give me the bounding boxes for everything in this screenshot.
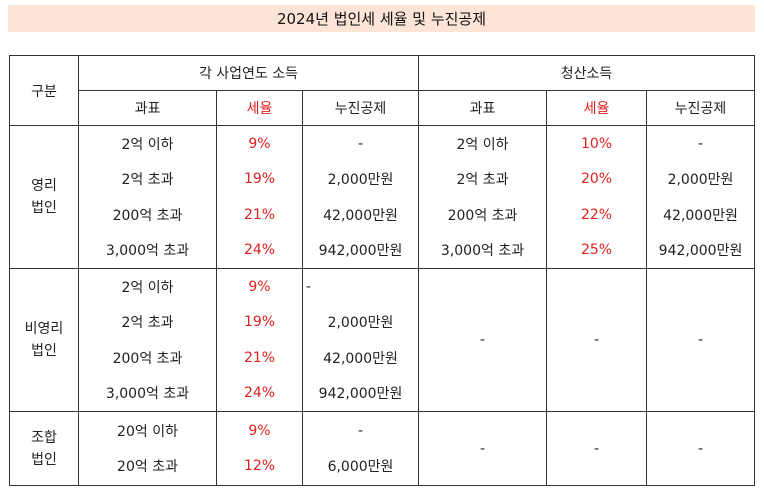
row-label-line: 영리: [31, 178, 57, 194]
table-cell: -: [357, 422, 364, 439]
table-cell: 2억 초과: [456, 172, 509, 189]
row-label-profit: 영리 법인: [9, 125, 79, 269]
table-cell: 24%: [243, 242, 276, 259]
liquidation-deduction-cell: -: [646, 411, 755, 486]
table-cell: 2,000만원: [327, 315, 394, 332]
table-cell: 12%: [243, 458, 276, 475]
fiscal-deduction-cell: - 2,000만원 42,000만원 942,000만원: [302, 268, 419, 412]
table-cell: 9%: [248, 422, 271, 439]
fiscal-deduction-cell: - 2,000만원 42,000만원 942,000만원: [302, 125, 419, 269]
liquidation-rate-cell: -: [546, 411, 647, 486]
table-title: 2024년 법인세 세율 및 누진공제: [8, 5, 755, 32]
table-cell: 2,000만원: [327, 172, 394, 189]
table-cell: -: [306, 278, 312, 295]
row-label-line: 조합: [31, 429, 57, 446]
liquidation-rate-cell: 10% 20% 22% 25%: [546, 125, 647, 269]
category-header: 구분: [9, 55, 79, 126]
table-cell: 9%: [248, 135, 271, 152]
liquidation-deduction-header: 누진공제: [646, 90, 755, 126]
table-cell: 42,000만원: [323, 350, 398, 367]
table-cell: 20%: [580, 171, 613, 188]
table-cell: 21%: [243, 206, 276, 223]
fiscal-rate-header: 세율: [216, 90, 303, 126]
table-cell: 19%: [243, 314, 276, 331]
table-cell: 200억 초과: [447, 207, 518, 224]
table-cell: 6,000만원: [327, 459, 394, 476]
row-label-line: 비영리: [24, 321, 64, 337]
table-cell: 42,000만원: [323, 207, 398, 224]
row-label-nonprofit: 비영리 법인: [9, 268, 79, 412]
table-cell: 21%: [243, 349, 276, 366]
row-label-line: 법인: [31, 451, 57, 468]
fiscal-deduction-header: 누진공제: [302, 90, 419, 126]
row-label-line: 법인: [31, 343, 57, 359]
liquidation-rate-header: 세율: [546, 90, 647, 126]
table-cell: 9%: [248, 278, 271, 295]
table-cell: 942,000만원: [318, 243, 403, 260]
fiscal-rate-cell: 9% 19% 21% 24%: [216, 268, 303, 412]
fiscal-base-cell: 2억 이하 2억 초과 200억 초과 3,000억 초과: [78, 125, 217, 269]
row-label-union: 조합 법인: [9, 411, 79, 486]
table-cell: 2억 이하: [121, 136, 174, 153]
table-cell: 2억 초과: [121, 315, 174, 332]
fiscal-deduction-cell: - 6,000만원: [302, 411, 419, 486]
table-cell: -: [697, 135, 704, 152]
table-cell: 20억 초과: [117, 459, 178, 476]
fiscal-rate-cell: 9% 19% 21% 24%: [216, 125, 303, 269]
liquidation-base-header: 과표: [418, 90, 547, 126]
table-cell: 942,000만원: [658, 243, 743, 260]
table-cell: 3,000억 초과: [105, 386, 190, 403]
liquidation-base-cell: -: [418, 268, 547, 412]
liquidation-deduction-cell: - 2,000만원 42,000만원 942,000만원: [646, 125, 755, 269]
table-cell: 2,000만원: [667, 172, 734, 189]
table-cell: 3,000억 초과: [105, 243, 190, 260]
liquidation-rate-cell: -: [546, 268, 647, 412]
table-cell: 2억 초과: [121, 172, 174, 189]
table-cell: -: [357, 135, 364, 152]
table-row: 비영리 법인 2억 이하 2억 초과 200억 초과 3,000억 초과 9% …: [9, 268, 755, 412]
table-cell: 10%: [580, 135, 613, 152]
tax-rate-table: 구분 각 사업연도 소득 청산소득 과표 세율 누진공제 과표 세율 누진공제 …: [9, 55, 755, 486]
table-row: 조합 법인 20억 이하 20억 초과 9% 12% - 6,000만원 - -…: [9, 411, 755, 486]
table-cell: 2억 이하: [456, 136, 509, 153]
fiscal-income-header: 각 사업연도 소득: [78, 55, 419, 91]
table-cell: 200억 초과: [112, 207, 183, 224]
table-cell: 19%: [243, 171, 276, 188]
row-label-line: 법인: [31, 200, 57, 216]
fiscal-base-header: 과표: [78, 90, 217, 126]
liquidation-income-header: 청산소득: [418, 55, 755, 91]
table-cell: 200억 초과: [112, 350, 183, 367]
table-cell: 942,000만원: [318, 386, 403, 403]
table-row: 영리 법인 2억 이하 2억 초과 200억 초과 3,000억 초과 9% 1…: [9, 125, 755, 269]
table-cell: 2억 이하: [121, 279, 174, 296]
table-cell: 25%: [580, 242, 613, 259]
table-cell: 20억 이하: [117, 423, 178, 440]
fiscal-base-cell: 20억 이하 20억 초과: [78, 411, 217, 486]
liquidation-base-cell: -: [418, 411, 547, 486]
fiscal-base-cell: 2억 이하 2억 초과 200억 초과 3,000억 초과: [78, 268, 217, 412]
table-cell: 24%: [243, 385, 276, 402]
table-cell: 22%: [580, 206, 613, 223]
table-cell: 42,000만원: [663, 207, 738, 224]
liquidation-base-cell: 2억 이하 2억 초과 200억 초과 3,000억 초과: [418, 125, 547, 269]
table-cell: 3,000억 초과: [440, 243, 525, 260]
liquidation-deduction-cell: -: [646, 268, 755, 412]
fiscal-rate-cell: 9% 12%: [216, 411, 303, 486]
